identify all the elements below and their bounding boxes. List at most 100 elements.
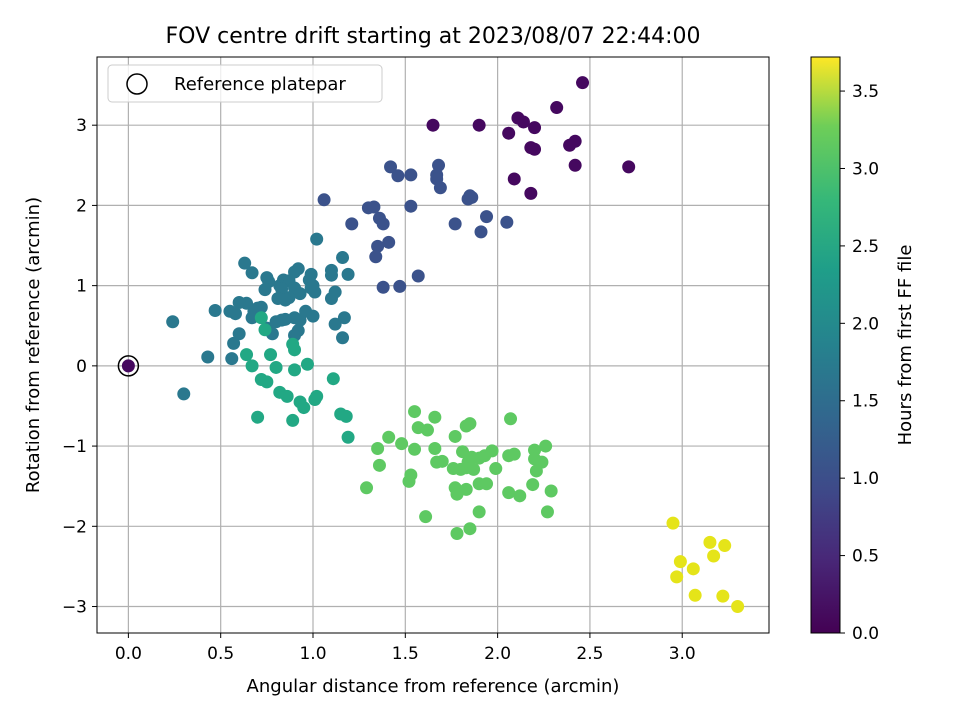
data-point xyxy=(448,217,462,231)
data-point xyxy=(300,357,314,371)
data-point xyxy=(339,409,353,423)
y-tick-label: −2 xyxy=(62,517,87,537)
data-point xyxy=(391,169,405,183)
data-point xyxy=(568,158,582,172)
data-point xyxy=(166,315,180,329)
data-point xyxy=(310,232,324,246)
data-point xyxy=(258,323,272,337)
data-point xyxy=(280,389,294,403)
data-point xyxy=(716,589,730,603)
data-point xyxy=(245,311,259,325)
data-point xyxy=(393,279,407,293)
colorbar-tick-label: 3.5 xyxy=(852,82,879,102)
colorbar-tick-label: 0.5 xyxy=(852,547,879,567)
data-point xyxy=(448,429,462,443)
colorbar-tick-label: 2.0 xyxy=(852,314,879,334)
data-point xyxy=(376,280,390,294)
data-point xyxy=(376,217,390,231)
colorbar: 0.0 0.5 1.0 1.5 2.0 2.5 3.0 3.5 Hours from firs… xyxy=(810,56,916,644)
data-point xyxy=(258,283,272,297)
data-point xyxy=(502,486,516,500)
data-point xyxy=(703,535,717,549)
data-point xyxy=(670,570,684,584)
data-point xyxy=(411,269,425,283)
data-point xyxy=(504,412,518,426)
data-point xyxy=(288,363,302,377)
legend-entry-reference: Reference platepar xyxy=(174,74,346,95)
y-tick-label: 0 xyxy=(76,357,87,377)
y-axis-ticks: −3 −2 −1 0 1 2 3 xyxy=(62,116,97,618)
data-point xyxy=(707,549,721,563)
x-tick-label: 0.5 xyxy=(207,644,234,664)
colorbar-ticks: 0.0 0.5 1.0 1.5 2.0 2.5 3.0 3.5 xyxy=(840,82,879,644)
data-point xyxy=(474,225,488,239)
data-point xyxy=(264,348,278,362)
reference-platepar-marker xyxy=(117,355,140,377)
data-point xyxy=(297,401,311,415)
colorbar-tick-label: 1.5 xyxy=(852,392,879,412)
data-point xyxy=(550,101,564,115)
data-point xyxy=(177,387,191,401)
data-point xyxy=(432,158,446,172)
data-point xyxy=(524,186,538,200)
data-point xyxy=(718,539,732,553)
data-point xyxy=(384,160,398,174)
data-point xyxy=(500,215,514,229)
colorbar-gradient xyxy=(810,56,841,634)
data-point xyxy=(251,410,265,424)
data-point xyxy=(622,160,636,174)
data-point xyxy=(524,141,538,155)
data-point xyxy=(286,413,300,427)
data-point xyxy=(293,287,307,301)
data-point xyxy=(336,331,350,345)
data-point xyxy=(288,343,302,357)
data-point xyxy=(227,336,241,350)
x-tick-label: 2.0 xyxy=(484,644,511,664)
colorbar-tick-label: 3.0 xyxy=(852,159,879,179)
data-point xyxy=(731,600,745,614)
data-point xyxy=(310,389,324,403)
data-point xyxy=(360,481,374,495)
x-tick-label: 3.0 xyxy=(669,644,696,664)
data-point xyxy=(299,304,313,318)
data-point xyxy=(673,555,687,569)
colorbar-tick-label: 2.5 xyxy=(852,237,879,257)
data-point xyxy=(485,444,499,458)
data-point xyxy=(208,304,222,318)
data-point xyxy=(467,462,481,476)
legend: Reference platepar xyxy=(107,64,383,103)
data-point xyxy=(428,410,442,424)
data-point xyxy=(269,360,283,374)
data-point xyxy=(428,441,442,455)
y-tick-label: 3 xyxy=(76,116,87,136)
data-point xyxy=(526,478,540,492)
data-point xyxy=(502,126,516,140)
data-point xyxy=(404,168,418,182)
x-axis-label: Angular distance from reference (arcmin) xyxy=(247,676,620,697)
data-point xyxy=(465,190,479,204)
data-point xyxy=(480,477,494,491)
data-point xyxy=(238,256,252,270)
data-points xyxy=(117,76,745,614)
data-point xyxy=(539,439,553,453)
data-point xyxy=(240,348,254,362)
chart-title: FOV centre drift starting at 2023/08/07 … xyxy=(166,24,701,49)
data-point xyxy=(369,250,383,264)
data-point xyxy=(511,111,525,125)
data-point xyxy=(317,193,331,207)
data-point xyxy=(472,505,486,519)
data-point xyxy=(260,271,274,285)
data-point xyxy=(328,285,342,299)
plot-frame xyxy=(96,56,770,634)
data-point xyxy=(563,138,577,152)
data-point xyxy=(232,327,246,341)
data-point xyxy=(382,430,396,444)
data-point xyxy=(382,235,396,249)
data-point xyxy=(225,352,239,366)
data-point xyxy=(433,181,447,195)
data-point xyxy=(463,417,477,431)
data-point xyxy=(372,458,386,472)
data-point xyxy=(540,505,554,519)
y-tick-label: 1 xyxy=(76,277,87,297)
